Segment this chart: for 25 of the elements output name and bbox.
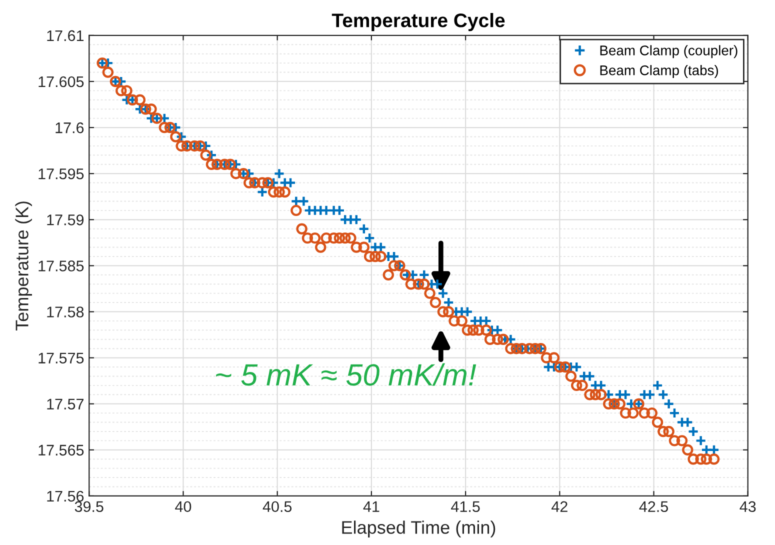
y-tick-label: 17.575: [38, 352, 84, 364]
y-tick-label: 17.59: [47, 214, 84, 226]
y-tick-label: 17.56: [47, 490, 84, 502]
y-axis-title: Temperature (K): [15, 202, 32, 330]
y-tick-label: 17.565: [38, 444, 84, 456]
x-tick-label: 40.5: [262, 501, 292, 512]
y-tick-label: 17.6: [56, 122, 84, 134]
y-tick-label: 17.585: [38, 260, 84, 272]
x-tick-label: 41: [363, 501, 380, 512]
x-tick-label: 41.5: [451, 501, 480, 512]
legend-label: Beam Clamp (tabs): [600, 65, 718, 78]
x-tick-label: 40: [175, 501, 192, 512]
y-tick-label: 17.57: [47, 398, 84, 410]
y-tick-label: 17.605: [38, 76, 84, 88]
y-tick-label: 17.58: [47, 306, 84, 318]
x-axis-title: Elapsed Time (min): [342, 520, 496, 538]
chart-title: Temperature Cycle: [332, 13, 505, 32]
x-tick-label: 43: [740, 501, 756, 512]
y-tick-label: 17.61: [47, 30, 84, 42]
x-tick-label: 42: [552, 501, 568, 512]
annotation: ~ 5 mK ≈ 50 mK/m!: [216, 363, 476, 386]
x-tick-label: 39.5: [74, 501, 104, 512]
y-tick-label: 17.595: [38, 168, 84, 180]
x-tick-label: 42.5: [639, 501, 668, 512]
legend-label: Beam Clamp (coupler): [600, 45, 738, 58]
